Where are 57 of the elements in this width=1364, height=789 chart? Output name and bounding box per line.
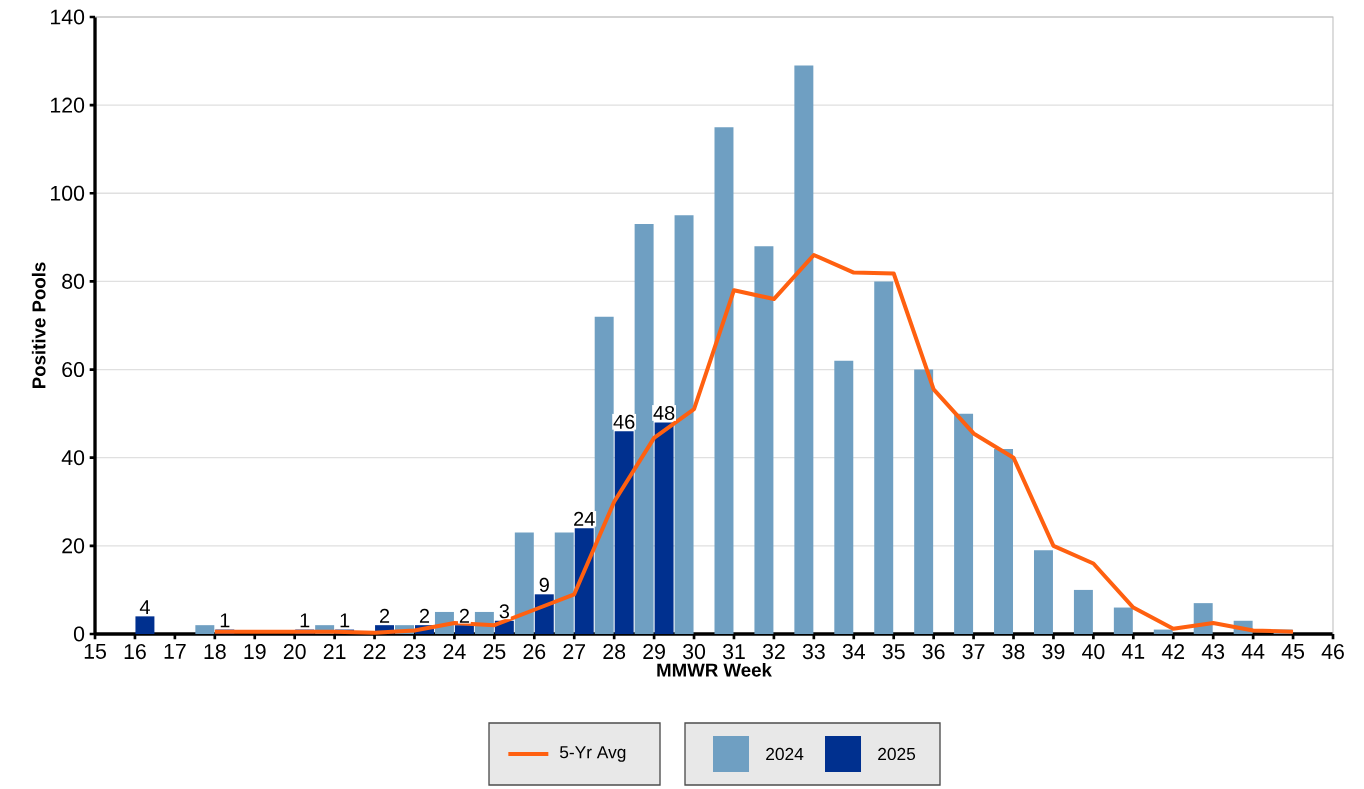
legend-label: 5-Yr Avg (559, 746, 626, 762)
y-tick-label: 0 (73, 626, 85, 642)
x-tick-label: 44 (1241, 644, 1265, 659)
x-tick-label: 33 (802, 644, 825, 660)
data-label: 46 (613, 414, 635, 429)
x-tick-label: 46 (1321, 644, 1344, 660)
x-tick-label: 35 (882, 644, 905, 660)
y-tick-label: 140 (51, 9, 85, 25)
data-label: 2 (459, 608, 469, 623)
x-tick-label: 25 (483, 644, 506, 660)
data-label: 9 (539, 577, 549, 592)
x-tick-label: 18 (204, 644, 226, 660)
x-tick-label: 42 (1161, 644, 1185, 659)
data-label: 4 (139, 600, 150, 614)
legend-label: 2025 (878, 747, 916, 761)
y-tick-label: 80 (62, 273, 85, 289)
data-label: 1 (300, 613, 310, 628)
x-tick-label: 34 (842, 644, 865, 660)
x-tick-label: 45 (1281, 644, 1305, 659)
x-tick-label: 37 (962, 644, 985, 660)
data-label: 3 (499, 604, 510, 619)
data-label: 1 (340, 613, 350, 628)
x-tick-label: 32 (762, 644, 785, 660)
x-tick-label: 21 (323, 644, 346, 659)
x-tick-label: 38 (1002, 644, 1025, 660)
x-tick-label: 41 (1121, 644, 1145, 659)
x-tick-label: 22 (363, 644, 386, 659)
data-label: 1 (220, 613, 230, 628)
x-tick-label: 24 (443, 644, 466, 659)
x-tick-label: 26 (523, 644, 546, 660)
x-tick-label: 40 (1082, 644, 1105, 660)
x-tick-label: 16 (124, 644, 146, 660)
data-label: 2 (379, 608, 390, 623)
x-tick-label: 27 (563, 644, 586, 659)
x-tick-label: 23 (403, 644, 426, 660)
x-tick-label: 15 (84, 644, 106, 659)
y-tick-label: 40 (61, 450, 85, 466)
data-label: 2 (419, 608, 430, 623)
y-tick-label: 60 (62, 362, 85, 378)
x-tick-label: 43 (1201, 644, 1225, 660)
legend-label: 2024 (766, 747, 804, 761)
data-label: 48 (653, 405, 675, 421)
x-tick-label: 39 (1042, 644, 1065, 660)
x-tick-label: 30 (682, 644, 706, 660)
x-tick-label: 31 (722, 644, 745, 660)
x-tick-label: 36 (922, 644, 945, 660)
x-tick-label: 19 (244, 644, 266, 660)
x-tick-label: 17 (164, 644, 186, 659)
x-tick-label: 28 (603, 644, 626, 660)
data-label: 24 (574, 511, 595, 526)
y-tick-label: 120 (51, 97, 85, 113)
x-tick-label: 20 (283, 644, 306, 660)
y-tick-label: 20 (62, 538, 85, 554)
y-tick-label: 100 (51, 185, 85, 201)
x-tick-label: 29 (643, 644, 665, 660)
x-axis-title: MMWR Week (657, 662, 772, 677)
y-axis-title: Positive Pools (31, 262, 46, 389)
